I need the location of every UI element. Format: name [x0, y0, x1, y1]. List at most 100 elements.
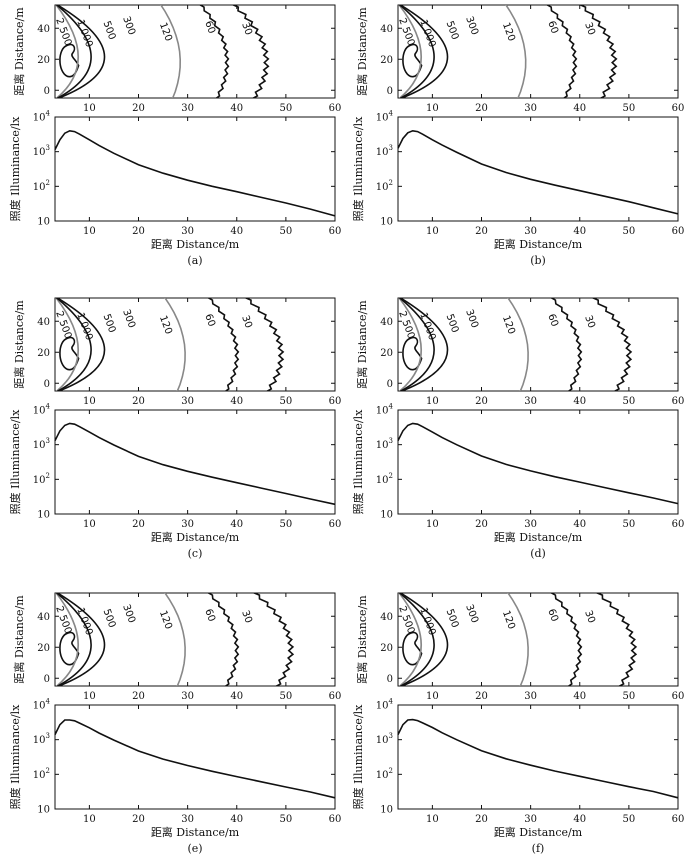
contour-xtick-label: 10 [426, 103, 439, 114]
contour-xtick-label: 50 [623, 396, 636, 407]
contour-xtick-label: 20 [132, 103, 145, 114]
contour-500 [398, 298, 435, 391]
contour-ytick-label: 0 [44, 674, 50, 685]
contour-label-30: 30 [239, 609, 254, 625]
contour-xtick-label: 10 [426, 691, 439, 702]
line-xtick-label: 10 [83, 814, 96, 825]
contour-label-300: 300 [120, 15, 137, 37]
contour-30 [231, 5, 270, 98]
line-ytick-label: 10 [37, 217, 50, 228]
line-ytick-label: 104 [33, 110, 51, 124]
line-frame [54, 116, 336, 222]
contour-ytick-label: 20 [380, 348, 393, 359]
illuminance-plot: 10 102 103 104 10 20 30 40 50 60 照度 Illuminance/lx… [8, 698, 341, 840]
line-frame [54, 704, 336, 810]
contour-label-120: 120 [157, 314, 174, 336]
line-ytick-label: 102 [33, 472, 50, 486]
contour-label-2500: 2 500 [396, 605, 416, 636]
panel-label: (a) [187, 254, 202, 267]
contour-xtick-label: 60 [672, 396, 685, 407]
line-frame [397, 704, 679, 810]
line-xtick-label: 50 [623, 519, 636, 530]
line-xtick-label: 30 [524, 519, 537, 530]
contour-30 [244, 298, 285, 391]
contour-120 [164, 298, 186, 391]
panel-label: (c) [188, 547, 203, 560]
illuminance-curve [397, 129, 679, 215]
contour-frame [54, 592, 336, 687]
contour-label-60: 60 [545, 608, 560, 624]
line-xtick-label: 50 [623, 226, 636, 237]
contour-30 [578, 5, 618, 98]
line-xtick-label: 30 [524, 226, 537, 237]
contour-label-60: 60 [545, 313, 560, 329]
line-xlabel: 距离 Distance/m [494, 530, 583, 544]
line-xtick-label: 40 [573, 814, 586, 825]
line-xtick-label: 10 [426, 226, 439, 237]
line-xtick-label: 50 [280, 226, 293, 237]
line-ytick-label: 10 [380, 217, 393, 228]
contour-xtick-label: 60 [329, 691, 342, 702]
contour-xtick-label: 10 [83, 691, 96, 702]
contour-label-500: 500 [100, 20, 117, 42]
line-xtick-label: 20 [475, 814, 488, 825]
contour-60 [207, 298, 240, 391]
line-xtick-label: 50 [280, 814, 293, 825]
line-xtick-label: 20 [475, 519, 488, 530]
line-ytick-label: 103 [376, 732, 393, 746]
contour-xtick-label: 20 [475, 396, 488, 407]
contour-label-300: 300 [463, 308, 480, 330]
contour-label-60: 60 [202, 20, 217, 36]
line-ytick-label: 103 [33, 732, 50, 746]
line-xtick-label: 40 [230, 519, 243, 530]
illuminance-plot: 10 102 103 104 10 20 30 40 50 60 照度 Illuminance/lx… [8, 110, 341, 252]
contour-label-30: 30 [239, 21, 254, 37]
contour-60 [198, 5, 230, 98]
contour-xtick-label: 20 [475, 103, 488, 114]
line-xtick-label: 20 [132, 519, 145, 530]
contour-30 [591, 298, 633, 391]
contour-xtick-label: 50 [623, 691, 636, 702]
line-ytick-label: 102 [376, 179, 393, 193]
line-ylabel: 照度 Illuminance/lx [351, 704, 365, 810]
contour-label-500: 500 [100, 313, 117, 335]
contour-label-2500: 2 500 [53, 17, 73, 48]
line-xtick-label: 40 [230, 226, 243, 237]
contour-120 [164, 593, 186, 686]
line-ylabel: 照度 Illuminance/lx [8, 409, 22, 515]
line-xtick-label: 10 [83, 226, 96, 237]
contour-60 [549, 593, 583, 686]
contour-ytick-label: 40 [380, 317, 393, 328]
contour-1000 [398, 593, 423, 686]
line-ylabel: 照度 Illuminance/lx [8, 116, 22, 222]
contour-120 [159, 5, 182, 98]
illuminance-plot: 10 102 103 104 10 20 30 40 50 60 照度 Illuminance/lx… [351, 403, 684, 545]
illuminance-plot: 10 102 103 104 10 20 30 40 50 60 照度 Illuminance/lx… [351, 698, 684, 840]
contour-lines [398, 298, 633, 391]
illuminance-curve [54, 129, 336, 217]
contour-xtick-label: 20 [475, 691, 488, 702]
contour-label-2500: 2 500 [53, 310, 73, 341]
contour-1000 [55, 5, 80, 98]
line-frame [54, 409, 336, 515]
line-ytick-label: 103 [376, 437, 393, 451]
contour-xtick-label: 60 [672, 103, 685, 114]
line-xtick-label: 60 [672, 226, 685, 237]
contour-1000 [398, 298, 423, 391]
line-ytick-label: 104 [376, 403, 394, 417]
contour-xtick-label: 10 [83, 396, 96, 407]
contour-300 [398, 593, 449, 686]
line-xtick-label: 40 [230, 814, 243, 825]
contour-label-2500: 2 500 [396, 310, 416, 341]
contour-30 [252, 593, 295, 686]
contour-ytick-label: 0 [387, 86, 393, 97]
contour-xtick-label: 30 [181, 691, 194, 702]
contour-60 [545, 5, 578, 98]
line-ytick-label: 103 [33, 144, 50, 158]
line-ytick-label: 10 [380, 805, 393, 816]
line-ytick-label: 102 [33, 767, 50, 781]
